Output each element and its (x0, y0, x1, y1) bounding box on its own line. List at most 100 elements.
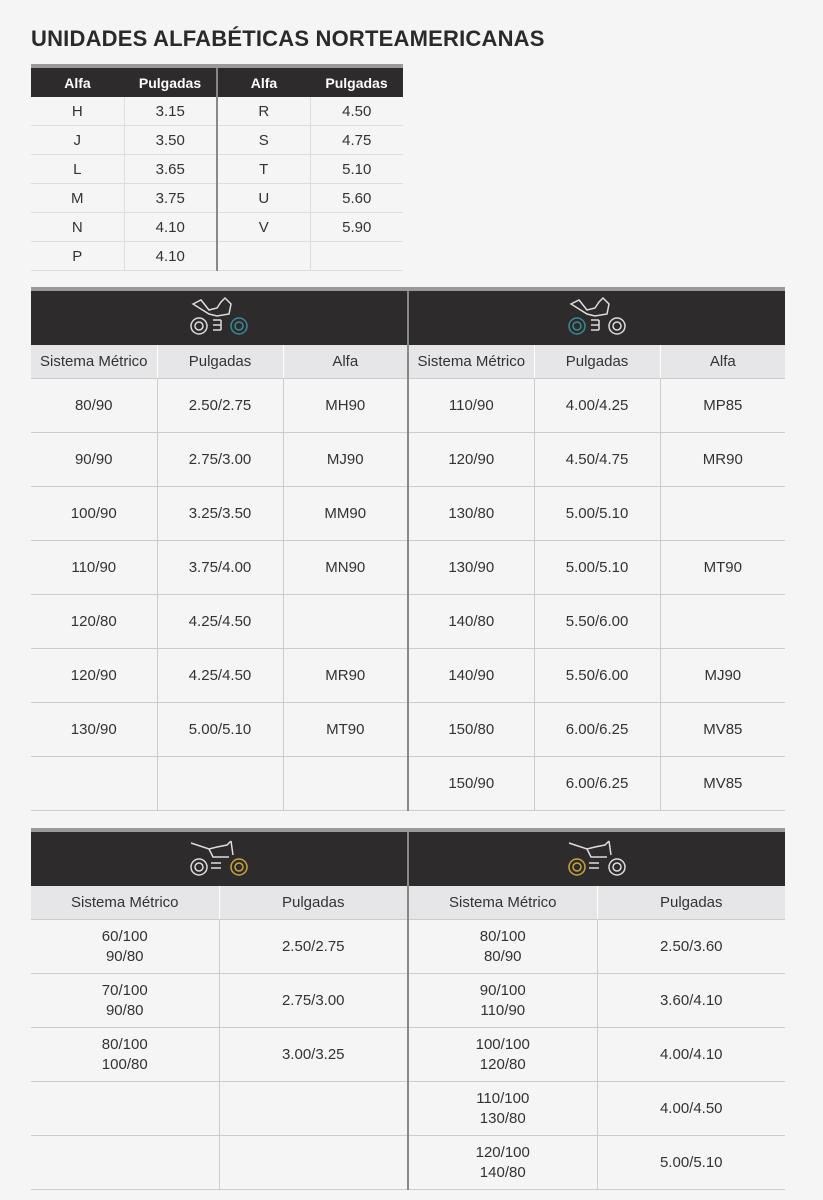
col-header: Pulgadas (533, 345, 661, 379)
table-cell: 80/100 80/90 (407, 919, 597, 974)
table-cell: 4.00/4.10 (596, 1027, 785, 1082)
table-cell: 110/90 (407, 378, 535, 433)
table-row: M 3.75 U 5.60 (31, 183, 403, 213)
cell-line: 100/80 (101, 1055, 148, 1073)
table-cell: 5.10 (309, 154, 403, 184)
table-cell: MH90 (282, 378, 409, 433)
table-cell: 90/90 (31, 432, 157, 487)
col-header: Pulgadas (596, 886, 785, 920)
table-cell: MJ90 (282, 432, 409, 487)
table-row: 90/90 2.75/3.00 MJ90 120/90 4.50/4.75 MR90 (31, 432, 786, 487)
sport-bike-rear-wheel-icon (407, 289, 786, 345)
table-cell: 5.00/5.10 (156, 702, 283, 757)
table-row: 100/90 3.25/3.50 MM90 130/80 5.00/5.10 (31, 486, 786, 541)
custom-bike-rear-wheel-icon (407, 830, 785, 886)
table-cell: 5.00/5.10 (596, 1135, 785, 1190)
cell-line: 130/80 (479, 1109, 526, 1127)
table-row: 70/100 90/80 2.75/3.00 90/100 110/90 3.60/4.1… (31, 973, 785, 1028)
table-cell: 4.00/4.50 (596, 1081, 785, 1136)
table-cell: 120/90 (407, 432, 535, 487)
table-cell: 3.65 (123, 154, 217, 184)
col-header: Alfa (216, 66, 310, 97)
table-cell: MT90 (659, 540, 786, 595)
table-cell: U (216, 183, 310, 213)
table-cell: 110/90 (31, 540, 157, 595)
table-cell: 4.25/4.50 (156, 594, 283, 649)
cell-line: 80/100 (101, 1035, 148, 1053)
table-cell (216, 241, 310, 271)
table-cell: MN90 (282, 540, 409, 595)
table-cell: 4.10 (123, 212, 217, 242)
table-cell (309, 241, 403, 271)
col-header: Sistema Métrico (31, 886, 219, 920)
table-cell (31, 1135, 219, 1190)
col-header: Alfa (31, 66, 124, 97)
table-cell: 5.50/6.00 (533, 594, 661, 649)
table-cell: MR90 (282, 648, 409, 703)
table-row: 120/90 4.25/4.50 MR90 140/90 5.50/6.00 MJ90 (31, 648, 786, 703)
table-row: H 3.15 R 4.50 (31, 97, 403, 126)
table-row: 120/100 140/80 5.00/5.10 (31, 1135, 785, 1190)
table-cell: 5.50/6.00 (533, 648, 661, 703)
table-row: 130/90 5.00/5.10 MT90 150/80 6.00/6.25 MV85 (31, 702, 786, 757)
table-cell: 100/90 (31, 486, 157, 541)
table-cell: N (31, 212, 124, 242)
table-cell: MR90 (659, 432, 786, 487)
table-cell (218, 1135, 408, 1190)
cell-line: 80/100 (479, 927, 526, 945)
table-cell (282, 594, 409, 649)
cell-line: 110/100 (476, 1089, 530, 1107)
table-cell: 5.00/5.10 (533, 486, 661, 541)
table-row: P 4.10 (31, 241, 403, 271)
table-cell: S (216, 125, 310, 155)
table-cell: 6.00/6.25 (533, 756, 661, 811)
table-cell: V (216, 212, 310, 242)
cell-line: 120/80 (479, 1055, 526, 1073)
cell-line: 100/100 (475, 1035, 530, 1053)
table-cell: 140/90 (407, 648, 535, 703)
cell-line: 90/80 (105, 1001, 144, 1019)
table-cell: 100/100 120/80 (407, 1027, 597, 1082)
table-cell (659, 594, 786, 649)
table-cell: MJ90 (659, 648, 786, 703)
table-cell: 2.75/3.00 (156, 432, 283, 487)
table-row: N 4.10 V 5.90 (31, 212, 403, 242)
table-cell: 4.10 (123, 241, 217, 271)
table-cell: 4.75 (309, 125, 403, 155)
col-header: Sistema Métrico (31, 345, 157, 379)
cell-line: 80/90 (483, 947, 522, 965)
table-cell: L (31, 154, 124, 184)
table-cell (218, 1081, 408, 1136)
table-cell: 120/100 140/80 (407, 1135, 597, 1190)
table-cell: 3.00/3.25 (218, 1027, 408, 1082)
cell-line: 60/100 (101, 927, 148, 945)
cell-line: 90/100 (479, 981, 526, 999)
col-header: Pulgadas (310, 66, 403, 97)
table-cell: 4.50/4.75 (533, 432, 661, 487)
table-cell: 5.60 (309, 183, 403, 213)
custom-bike-front-wheel-icon (31, 830, 408, 886)
table-row: J 3.50 S 4.75 (31, 125, 403, 155)
table-cell: 130/90 (407, 540, 535, 595)
table-cell: 6.00/6.25 (533, 702, 661, 757)
cell-line: 90/80 (105, 947, 144, 965)
table-cell: 3.60/4.10 (596, 973, 785, 1028)
col-header: Pulgadas (156, 345, 283, 379)
table-cell: R (216, 97, 310, 126)
table-cell: 4.50 (309, 97, 403, 126)
table-cell: J (31, 125, 124, 155)
cell-line: 110/90 (480, 1001, 526, 1019)
table-cell: 150/80 (407, 702, 535, 757)
alpha-units-table: Alfa Pulgadas Alfa Pulgadas H 3.15 R 4.50 J 3… (31, 64, 403, 271)
table-row: 80/90 2.50/2.75 MH90 110/90 4.00/4.25 MP85 (31, 378, 786, 433)
table-row: 150/90 6.00/6.25 MV85 (31, 756, 786, 811)
table-cell: H (31, 97, 124, 126)
table-cell: 5.00/5.10 (533, 540, 661, 595)
cell-line: 140/80 (479, 1163, 526, 1181)
table-cell: 2.75/3.00 (218, 973, 408, 1028)
table-cell: T (216, 154, 310, 184)
table-cell: 140/80 (407, 594, 535, 649)
table-cell: MT90 (282, 702, 409, 757)
table-cell: M (31, 183, 124, 213)
cell-line: 120/100 (475, 1143, 530, 1161)
